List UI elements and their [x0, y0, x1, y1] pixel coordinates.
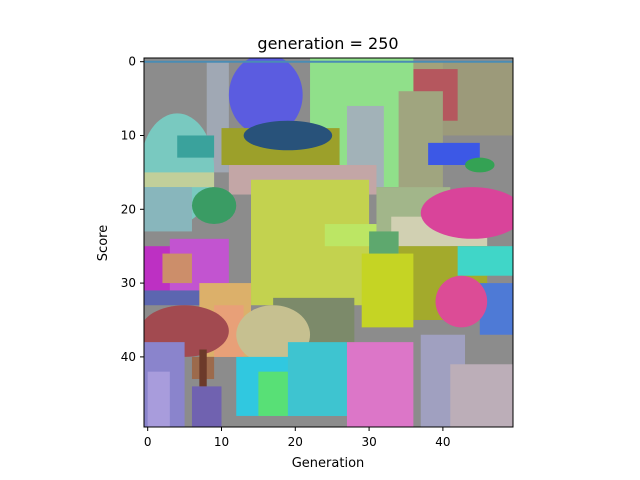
image-patch-45 — [258, 371, 288, 416]
x-axis: 0 10 20 30 40 — [144, 427, 451, 449]
plot-frame — [143, 57, 514, 428]
image-patch-30 — [361, 253, 414, 328]
x-tick-label: 20 — [288, 435, 303, 449]
image-patch-5 — [228, 58, 303, 136]
x-tick-label: 0 — [144, 435, 152, 449]
y-tick-label: 40 — [121, 350, 136, 364]
image-patch-12 — [144, 187, 192, 232]
image-patch-23 — [324, 224, 377, 247]
image-patch-47 — [450, 364, 513, 427]
x-tick-label: 40 — [435, 435, 450, 449]
x-tick-label: 30 — [361, 435, 376, 449]
y-axis-label: Score — [96, 225, 111, 261]
plot-area — [144, 58, 513, 427]
x-tick-label: 10 — [214, 435, 229, 449]
chart-title: generation = 250 — [257, 34, 398, 53]
image-patch-10 — [177, 135, 215, 158]
x-axis-label: Generation — [292, 456, 365, 471]
image-patch-41 — [199, 349, 207, 387]
image-patch-33 — [435, 275, 488, 328]
image-patch-11 — [144, 172, 215, 188]
y-tick-label: 0 — [128, 55, 136, 69]
image-patch-27 — [162, 253, 192, 284]
image-patch-31 — [457, 246, 513, 276]
y-tick-label: 20 — [121, 202, 136, 216]
y-axis: 0 10 20 30 40 — [121, 55, 144, 364]
image-patch-17 — [428, 142, 480, 166]
image-patch-21 — [420, 187, 513, 239]
image-patch-48 — [346, 342, 414, 427]
image-patch-18 — [465, 157, 495, 173]
image-patch-14 — [243, 120, 333, 151]
image-patch-44 — [287, 342, 347, 416]
image-patch-39 — [147, 371, 170, 427]
y-tick-label: 30 — [121, 276, 136, 290]
y-tick-label: 10 — [121, 128, 136, 142]
image-patch-49 — [191, 386, 222, 427]
image-patch-16 — [191, 187, 237, 225]
